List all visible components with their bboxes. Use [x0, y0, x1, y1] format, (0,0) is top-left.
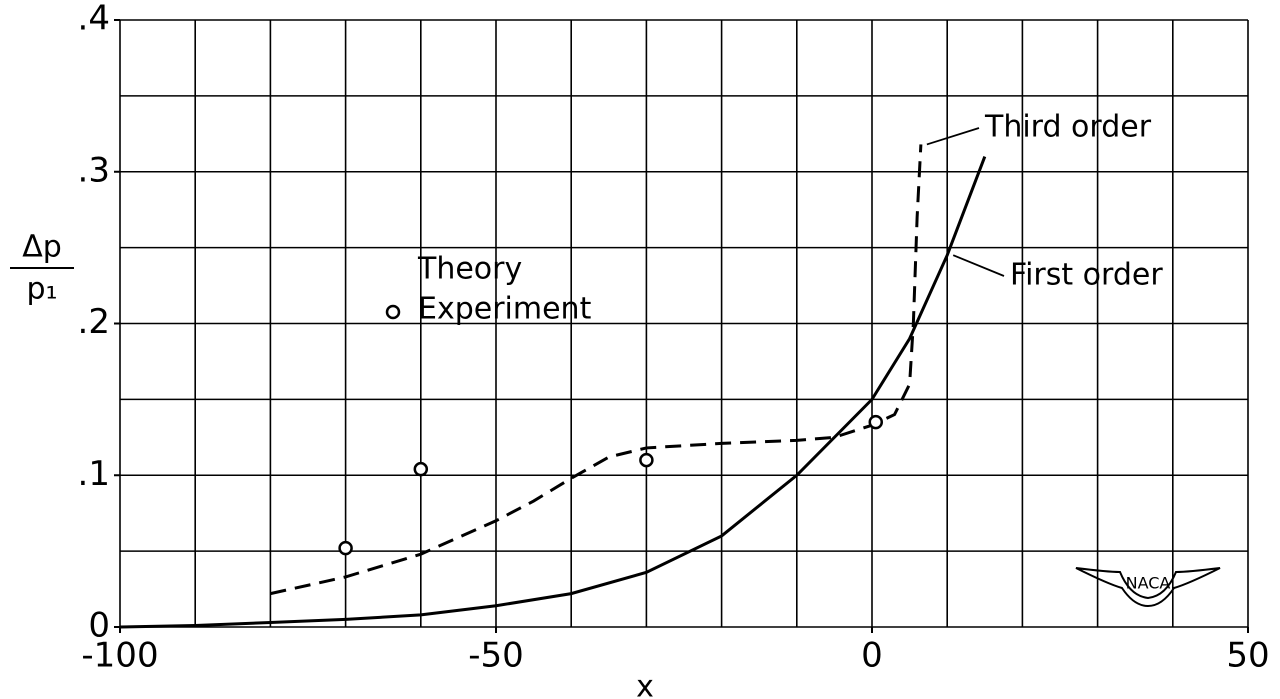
- annotation: First order: [1010, 258, 1163, 293]
- logo-wing: [1075, 567, 1221, 608]
- series-line: [119, 156, 987, 629]
- x-tick-label: -50: [468, 636, 524, 676]
- y-axis-label-numerator: Δp: [22, 230, 62, 265]
- data-point: [413, 461, 429, 477]
- x-tick-label: 0: [861, 636, 883, 676]
- y-axis-label-denominator: p₁: [26, 272, 57, 307]
- y-tick-label: .4: [78, 0, 110, 39]
- y-tick-label: .2: [78, 302, 110, 342]
- y-tick-label: 0: [88, 606, 110, 646]
- x-tick-label: 50: [1226, 636, 1269, 676]
- data-point: [639, 452, 654, 468]
- legend-marker: [385, 304, 401, 320]
- naca-logo: NACA: [1075, 567, 1221, 608]
- data-point: [338, 540, 353, 556]
- x-tick-label: -100: [81, 636, 158, 676]
- legend-label: Experiment: [418, 292, 592, 327]
- x-axis-label: x: [636, 670, 654, 699]
- annotation: Third order: [984, 110, 1152, 145]
- legend-theory: Theory: [417, 252, 522, 287]
- annotation-leader: [926, 127, 980, 146]
- data-point: [868, 414, 884, 430]
- y-tick-label: .3: [78, 150, 110, 190]
- series-line: [270, 144, 923, 596]
- y-tick-label: .1: [78, 454, 110, 494]
- logo-text: NACA: [1126, 574, 1171, 593]
- annotation-leader: [952, 254, 1005, 277]
